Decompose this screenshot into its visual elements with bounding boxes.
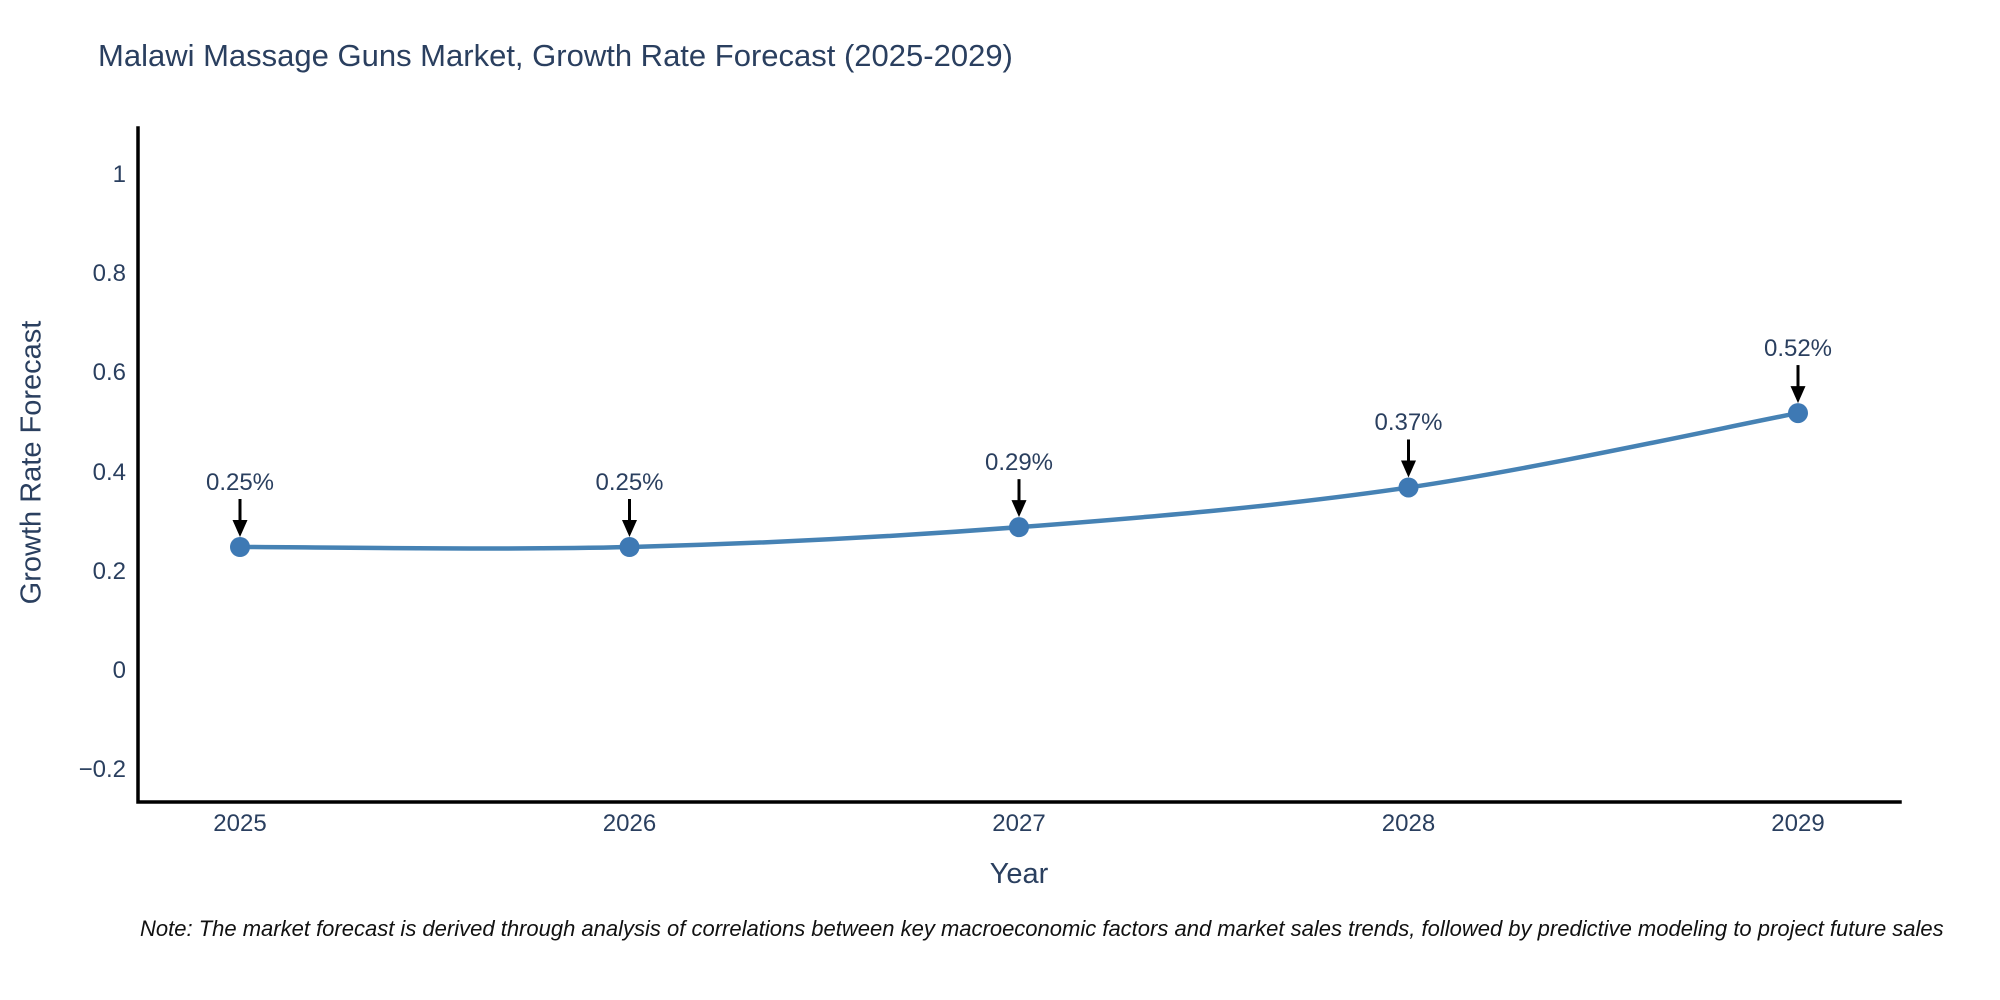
axis-lines	[136, 126, 1902, 804]
footnote: Note: The market forecast is derived thr…	[140, 916, 1944, 941]
data-point-marker[interactable]	[619, 537, 640, 557]
annotation-arrowhead-icon	[1790, 386, 1806, 404]
chart-title: Malawi Massage Guns Market, Growth Rate …	[98, 38, 1013, 73]
annotation-arrowhead-icon	[232, 520, 248, 537]
annotation-arrowhead-icon	[1401, 460, 1416, 478]
x-axis-title: Year	[989, 858, 1049, 890]
data-point-marker[interactable]	[1009, 517, 1029, 538]
annotation-arrowhead-icon	[622, 520, 637, 537]
data-point-marker[interactable]	[1398, 477, 1419, 498]
annotation-arrowhead-icon	[1011, 500, 1027, 518]
data-point-marker[interactable]	[230, 537, 250, 557]
data-point-marker[interactable]	[1788, 403, 1808, 424]
